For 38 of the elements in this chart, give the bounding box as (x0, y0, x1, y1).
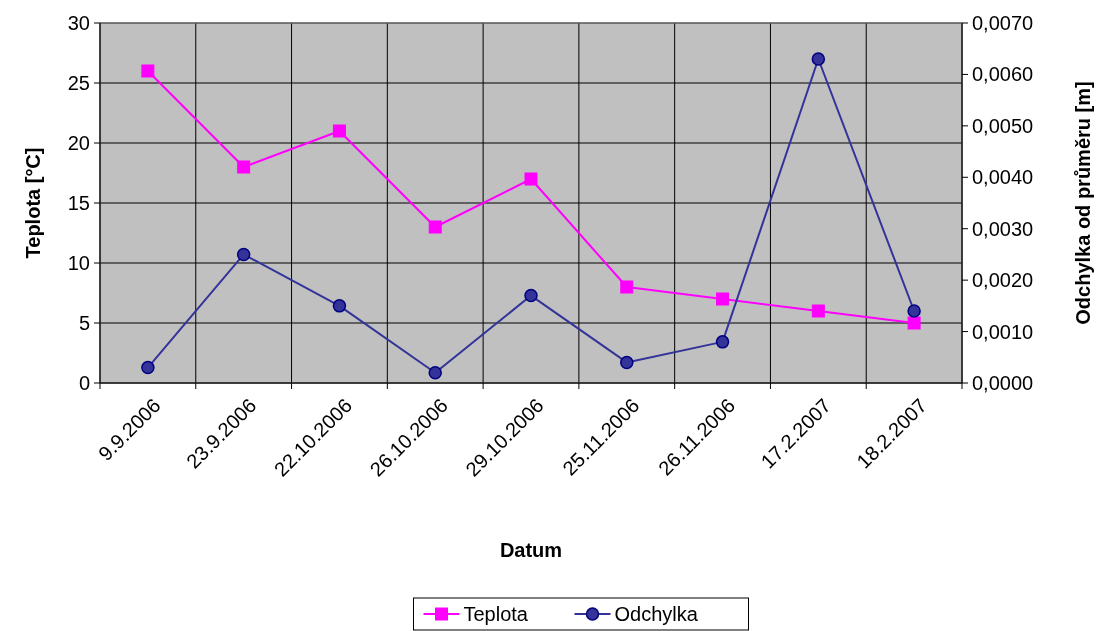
legend-label: Teplota (463, 603, 529, 625)
y-tick-label: 15 (67, 192, 90, 214)
point (811, 52, 826, 66)
point (907, 316, 921, 330)
point (907, 304, 921, 318)
y2-tick-label: 0,0030 (972, 217, 1034, 240)
y-tick-label: 0 (78, 372, 90, 394)
point (620, 355, 634, 370)
y-tick-label: 30 (67, 12, 90, 34)
point (428, 365, 442, 380)
y-axis-title: Teplota [°C] (22, 147, 44, 259)
y-tick-label: 10 (67, 252, 90, 274)
point (716, 292, 730, 306)
point (332, 124, 346, 138)
x-axis-title: Datum (499, 539, 563, 561)
y-tick-label: 20 (67, 132, 90, 154)
point (811, 304, 825, 318)
y-tick-label: 5 (78, 312, 90, 334)
y2-axis-title: Odchylka od průměru [m] (1072, 81, 1094, 325)
y-tick-label: 25 (67, 72, 90, 94)
point (428, 220, 442, 234)
y2-tick-label: 0,0070 (972, 12, 1034, 34)
point (620, 280, 634, 294)
point (332, 299, 347, 313)
y2-tick-label: 0,0000 (972, 372, 1034, 394)
point (715, 335, 730, 349)
point (236, 247, 251, 262)
point (237, 160, 251, 174)
legend-label: Odchylka (614, 603, 699, 625)
point (141, 64, 155, 78)
point (141, 360, 155, 375)
y2-tick-label: 0,0010 (972, 320, 1034, 343)
point (524, 288, 538, 303)
y2-tick-label: 0,0060 (972, 63, 1034, 86)
point (524, 172, 538, 186)
y2-tick-label: 0,0050 (972, 114, 1034, 137)
y2-tick-label: 0,0040 (972, 166, 1034, 189)
y2-tick-label: 0,0020 (972, 269, 1034, 292)
